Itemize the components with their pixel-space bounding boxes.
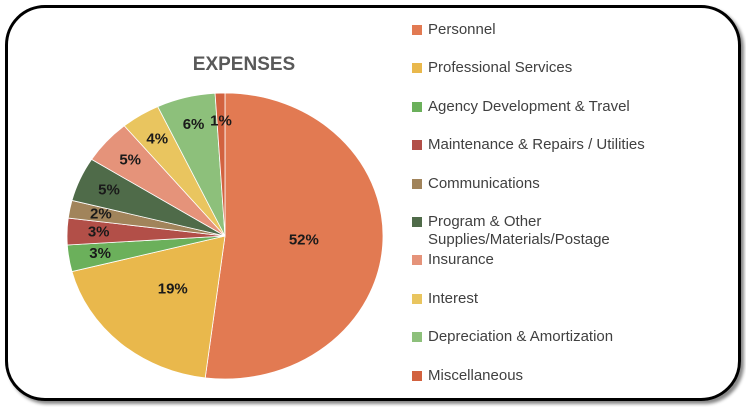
- legend-swatch: [412, 63, 422, 74]
- legend-label: Personnel: [428, 21, 496, 38]
- legend-swatch: [412, 216, 422, 227]
- data-label: 3%: [89, 245, 111, 262]
- frame: [5, 5, 741, 401]
- legend-item: Interest: [412, 290, 653, 328]
- legend-label: Interest: [428, 289, 479, 307]
- chart-title: EXPENSES: [193, 54, 295, 75]
- data-label: 1%: [210, 113, 232, 130]
- legend-item: Professional Services: [412, 59, 653, 97]
- data-label: 6%: [183, 116, 205, 133]
- legend-swatch: [412, 370, 422, 381]
- legend-swatch: [412, 293, 422, 304]
- data-label: 4%: [146, 130, 168, 147]
- legend-label: Program & Other Supplies/Materials/Posta…: [428, 212, 610, 248]
- pie-slice: [71, 235, 226, 379]
- legend-item: Insurance: [412, 251, 653, 289]
- data-label: 19%: [158, 281, 188, 298]
- legend-item: Maintenance & Repairs / Utilities: [412, 136, 653, 174]
- pie-slice: [214, 92, 226, 237]
- legend-swatch: [412, 178, 422, 189]
- legend-item: Miscellaneous: [412, 367, 653, 405]
- legend-label: Communications: [428, 174, 540, 192]
- data-label: 5%: [98, 182, 120, 199]
- legend-swatch: [412, 101, 422, 112]
- legend: Personnel Professional Services Agency Dev…: [412, 21, 653, 405]
- legend-item: Depreciation & Amortization: [412, 328, 653, 366]
- legend-swatch: [412, 255, 422, 266]
- legend-item: Program & Other Supplies/Materials/Posta…: [412, 213, 653, 251]
- legend-item: Personnel: [412, 21, 653, 59]
- legend-swatch: [412, 25, 422, 35]
- legend-item: Communications: [412, 175, 653, 213]
- legend-label: Maintenance & Repairs / Utilities: [428, 136, 645, 154]
- legend-label: Professional Services: [428, 59, 573, 77]
- data-label: 5%: [119, 151, 141, 168]
- data-label: 2%: [90, 206, 112, 223]
- legend-item: Agency Development & Travel: [412, 98, 653, 136]
- legend-swatch: [412, 332, 422, 343]
- legend-swatch: [412, 140, 422, 151]
- pie-slice: [204, 92, 384, 380]
- legend-label: Insurance: [428, 251, 494, 269]
- data-label: 52%: [289, 231, 319, 248]
- legend-label: Miscellaneous: [428, 366, 524, 384]
- data-label: 3%: [88, 223, 110, 240]
- legend-label: Depreciation & Amortization: [428, 328, 614, 346]
- legend-label: Agency Development & Travel: [428, 97, 630, 115]
